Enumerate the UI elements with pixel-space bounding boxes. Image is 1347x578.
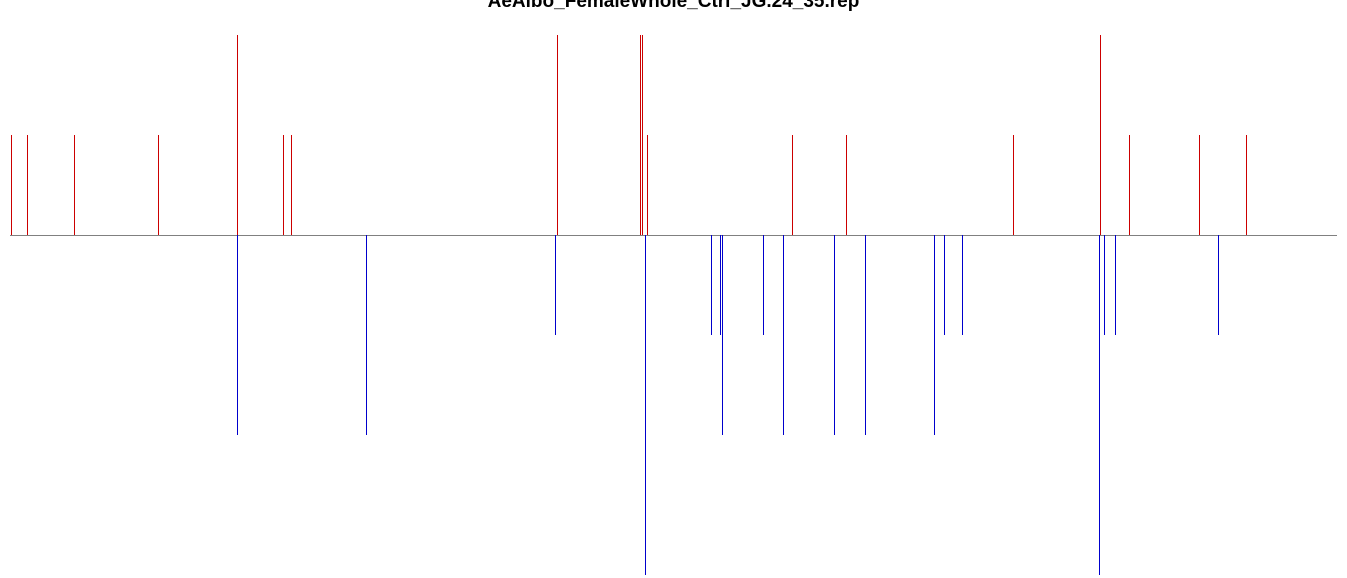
chart-title: AeAlbo_FemaleWhole_Ctrl_JG.24_35.rep: [487, 0, 860, 12]
plot-marks: [10, 35, 1337, 575]
